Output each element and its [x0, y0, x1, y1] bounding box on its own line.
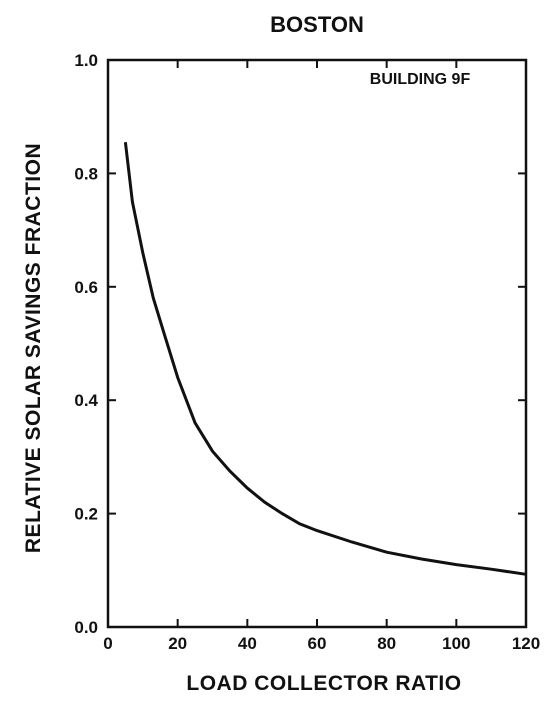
y-tick-label: 0.0	[74, 618, 98, 637]
y-tick-label: 0.6	[74, 278, 98, 297]
y-axis-label: RELATIVE SOLAR SAVINGS FRACTION	[22, 143, 45, 553]
x-tick-label: 60	[308, 634, 327, 653]
x-axis-label: LOAD COLLECTOR RATIO	[186, 672, 461, 695]
x-tick-label: 0	[103, 634, 112, 653]
plot-frame	[106, 58, 528, 629]
x-tick-label: 20	[168, 634, 187, 653]
x-tick-label: 80	[377, 634, 396, 653]
x-tick-label: 100	[442, 634, 470, 653]
x-tick-label: 40	[238, 634, 257, 653]
y-tick-label: 0.8	[74, 164, 98, 183]
y-axis-ticks: 0.0 0.2 0.4 0.6 0.8 1.0	[74, 51, 526, 637]
series-line	[123, 142, 527, 576]
y-tick-label: 0.4	[74, 391, 98, 410]
y-tick-label: 1.0	[74, 51, 98, 70]
chart-annotation: BUILDING 9F	[370, 71, 471, 88]
chart-title: BOSTON	[270, 12, 364, 37]
x-axis-ticks: 0 20 40 60 80 100 120	[103, 60, 540, 653]
x-tick-label: 120	[512, 634, 540, 653]
y-tick-label: 0.2	[74, 505, 98, 524]
